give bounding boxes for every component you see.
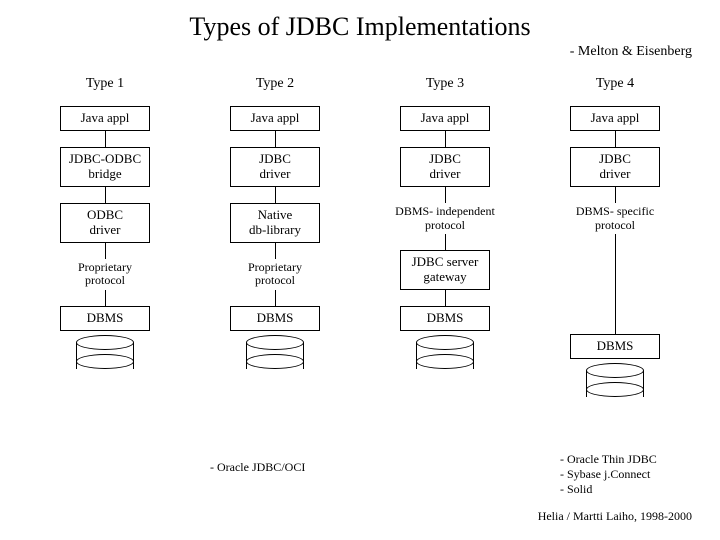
protocol-label: Proprietaryprotocol: [244, 259, 306, 291]
stack-box: JDBCdriver: [570, 147, 660, 187]
database-icon: [586, 363, 644, 397]
column-header: Type 3: [426, 76, 464, 92]
connector: [445, 234, 446, 250]
footer-credit: Helia / Martti Laiho, 1998-2000: [538, 509, 692, 524]
stack-box: DBMS: [230, 306, 320, 331]
connector: [105, 187, 106, 203]
connector: [445, 131, 446, 147]
stack-box: Nativedb-library: [230, 203, 320, 243]
database-icon: [246, 335, 304, 369]
stack-box: Java appl: [400, 106, 490, 131]
connector: [275, 290, 276, 306]
connector: [275, 187, 276, 203]
page-title: Types of JDBC Implementations: [0, 0, 720, 42]
subtitle-attribution: - Melton & Eisenberg: [570, 44, 692, 60]
database-icon: [416, 335, 474, 369]
connector: [445, 187, 446, 203]
footnote-type2: - Oracle JDBC/OCI: [210, 460, 305, 475]
stack-box: Java appl: [60, 106, 150, 131]
connector: [615, 187, 616, 203]
database-icon: [76, 335, 134, 369]
protocol-label: DBMS- specificprotocol: [572, 203, 658, 235]
column-header: Type 4: [596, 76, 634, 92]
connector: [275, 243, 276, 259]
connector: [105, 131, 106, 147]
column-header: Type 1: [86, 76, 124, 92]
stack-box: DBMS: [570, 334, 660, 359]
connector: [445, 290, 446, 306]
diagram-columns: Type 1 Java appl JDBC-ODBCbridge ODBCdriver…: [0, 76, 720, 397]
stack-box: DBMS: [60, 306, 150, 331]
footnote-type4: - Oracle Thin JDBC- Sybase j.Connect- So…: [560, 452, 657, 497]
column-type2: Type 2 Java appl JDBCdriver Nativedb-librar…: [195, 76, 355, 397]
column-type1: Type 1 Java appl JDBC-ODBCbridge ODBCdriver…: [25, 76, 185, 397]
stack-box: JDBC-ODBCbridge: [60, 147, 150, 187]
protocol-label: Proprietaryprotocol: [74, 259, 136, 291]
protocol-label: DBMS- independentprotocol: [391, 203, 499, 235]
stack-box: DBMS: [400, 306, 490, 331]
column-type3: Type 3 Java appl JDBCdriver DBMS- independe…: [365, 76, 525, 397]
column-header: Type 2: [256, 76, 294, 92]
connector: [275, 131, 276, 147]
connector: [615, 131, 616, 147]
stack-box: JDBCdriver: [230, 147, 320, 187]
connector: [105, 290, 106, 306]
stack-box: Java appl: [230, 106, 320, 131]
connector: [615, 234, 616, 334]
column-type4: Type 4 Java appl JDBCdriver DBMS- specificp…: [535, 76, 695, 397]
connector: [105, 243, 106, 259]
stack-box: JDBC servergateway: [400, 250, 490, 290]
stack-box: Java appl: [570, 106, 660, 131]
stack-box: JDBCdriver: [400, 147, 490, 187]
stack-box: ODBCdriver: [60, 203, 150, 243]
